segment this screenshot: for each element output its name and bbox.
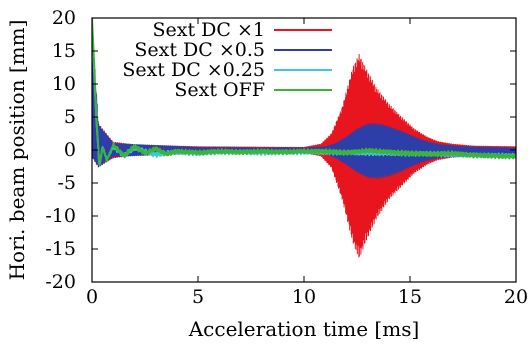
- y-tick-label: -10: [45, 205, 76, 227]
- tick-marks: [91, 17, 517, 283]
- y-tick-label: 20: [52, 7, 76, 29]
- legend-label: Sext DC ×0.25: [122, 59, 265, 81]
- y-tick-label: 10: [52, 73, 76, 95]
- x-tick-label: 10: [292, 286, 316, 308]
- y-tick-label: -5: [57, 172, 76, 194]
- plot-series-layer: [92, 18, 516, 258]
- y-tick-label: -20: [45, 271, 76, 293]
- legend-label: Sext OFF: [174, 79, 265, 101]
- y-tick-label: 15: [52, 40, 76, 62]
- x-tick-label: 0: [86, 286, 98, 308]
- legend-label: Sext DC ×1: [153, 19, 265, 41]
- legend-label: Sext DC ×0.5: [134, 39, 265, 61]
- y-axis-title: Hori. beam position [mm]: [5, 20, 29, 281]
- series-line-3: [92, 18, 516, 166]
- tick-labels: 0 5 10 15 20 -20 -15 -10 -5 0 5 10 15 20: [45, 7, 528, 308]
- x-tick-label: 5: [192, 286, 204, 308]
- y-tick-label: -15: [45, 238, 76, 260]
- x-tick-label: 15: [398, 286, 422, 308]
- y-tick-label: 0: [64, 139, 76, 161]
- y-tick-label: 5: [64, 106, 76, 128]
- x-tick-label: 20: [504, 286, 528, 308]
- x-axis-title: Acceleration time [ms]: [188, 317, 420, 341]
